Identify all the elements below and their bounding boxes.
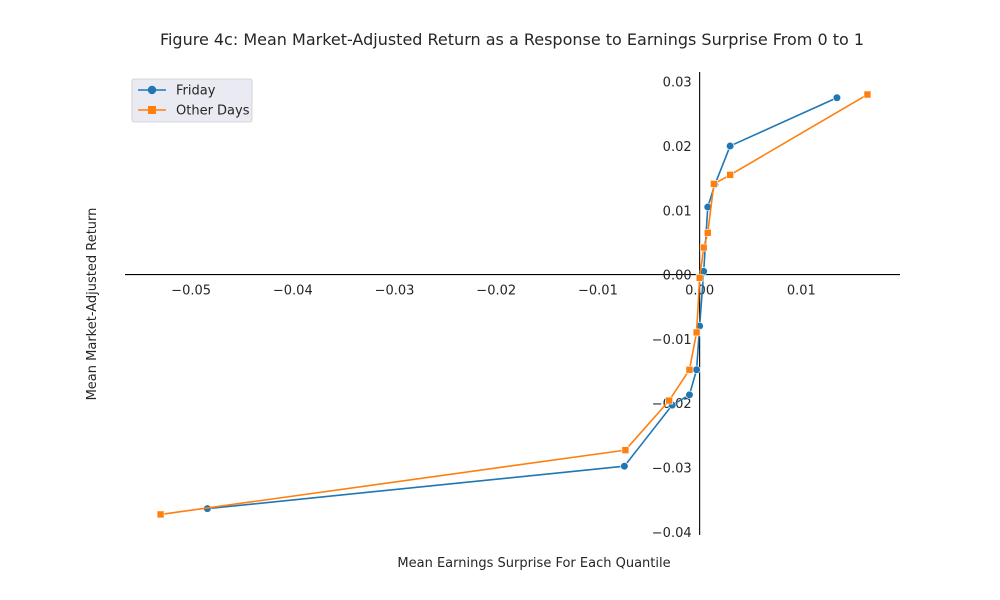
- y-tick-label: −0.04: [652, 526, 692, 541]
- y-tick-label: 0.01: [663, 204, 692, 219]
- data-point: [665, 396, 673, 405]
- x-tick-label: −0.01: [578, 284, 618, 299]
- x-axis-title: Mean Earnings Surprise For Each Quantile: [397, 556, 670, 571]
- data-point: [863, 90, 872, 99]
- y-tick-label: 0.03: [663, 76, 692, 91]
- x-tick-label: −0.03: [375, 284, 415, 299]
- series-friday: [203, 93, 842, 513]
- data-point: [156, 510, 165, 519]
- series-layer: [156, 90, 872, 519]
- chart-title: Figure 4c: Mean Market-Adjusted Return a…: [160, 30, 864, 49]
- data-point: [699, 243, 708, 252]
- legend-marker: [147, 85, 157, 95]
- x-tick-label: −0.04: [273, 284, 313, 299]
- y-tick-label: 0.02: [663, 140, 692, 155]
- legend: Friday Other Days: [131, 78, 253, 123]
- series-line: [207, 96, 838, 510]
- x-tick-label: −0.05: [171, 284, 211, 299]
- legend-label: Other Days: [176, 104, 250, 119]
- legend-label: Friday: [176, 84, 216, 99]
- data-point: [726, 171, 734, 179]
- data-point: [692, 328, 701, 337]
- data-point: [832, 93, 842, 102]
- y-tick-label: 0.00: [663, 269, 692, 284]
- data-point: [685, 365, 694, 374]
- data-point: [620, 462, 629, 471]
- y-tick-label: −0.03: [652, 461, 692, 476]
- data-point: [710, 180, 718, 188]
- x-tick-labels: −0.05 −0.04 −0.03 −0.02 −0.01 0.00 0.01: [171, 284, 816, 299]
- legend-marker: [148, 106, 156, 114]
- data-point: [703, 228, 712, 237]
- y-tick-labels: 0.030.020.010.00−0.01−0.02−0.03−0.04: [652, 76, 692, 541]
- data-point: [695, 273, 704, 282]
- data-point: [621, 446, 630, 454]
- legend-item: Other Days: [138, 104, 250, 119]
- data-point: [685, 390, 694, 399]
- data-point: [692, 365, 701, 374]
- y-tick-label: −0.01: [652, 333, 692, 348]
- legend-item: Friday: [138, 84, 216, 99]
- y-axis-title: Mean Market-Adjusted Return: [85, 208, 100, 401]
- x-tick-label: −0.02: [476, 284, 516, 299]
- x-tick-label: 0.01: [787, 284, 816, 299]
- data-point: [726, 141, 735, 151]
- series-line: [160, 93, 868, 516]
- series-other-days: [156, 90, 872, 519]
